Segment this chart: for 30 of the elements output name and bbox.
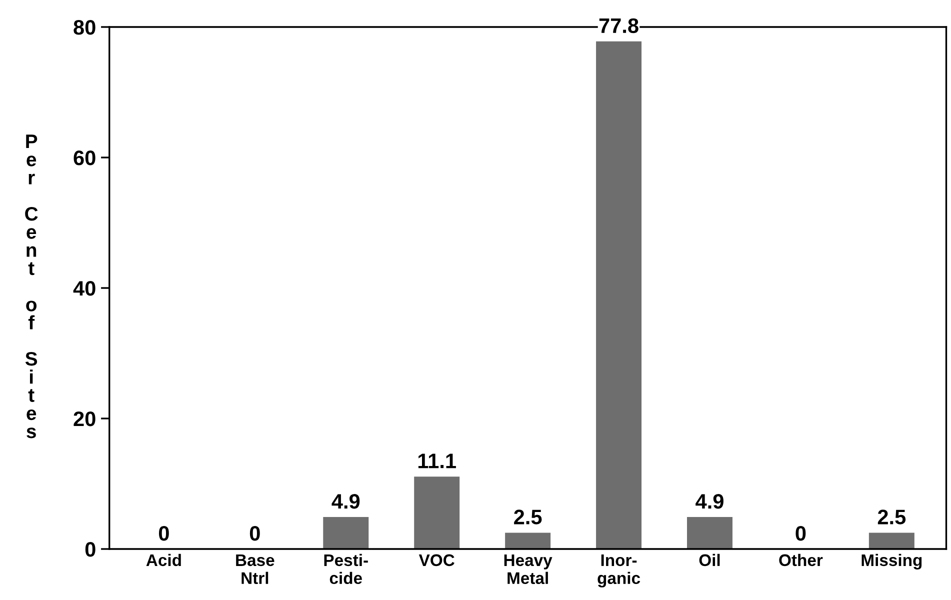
data-label: 77.8 — [599, 18, 638, 34]
x-tick-label: Inor- ganic — [598, 554, 640, 588]
data-label: 4.9 — [696, 494, 724, 509]
data-label: 2.5 — [514, 510, 542, 524]
bar — [505, 532, 551, 549]
y-tick-label: 0 — [85, 542, 96, 557]
x-tick-label: Base Ntrl — [236, 554, 274, 584]
data-label: 0 — [250, 526, 260, 541]
bar — [686, 517, 732, 549]
bar — [868, 532, 914, 549]
x-tick-label: Other — [779, 554, 823, 566]
y-tick-label: 40 — [73, 281, 96, 296]
data-label: 11.1 — [418, 454, 456, 468]
x-tick-label: Oil — [699, 554, 720, 566]
bar — [596, 41, 642, 549]
x-tick-label: VOC — [418, 554, 454, 566]
data-label: 4.9 — [332, 494, 360, 509]
y-tick-label: 20 — [74, 412, 96, 426]
x-tick-label: Missing — [862, 554, 922, 570]
x-tick-label: Pesti- cide — [324, 554, 368, 584]
text: Per Cent of Sites — [25, 134, 38, 438]
x-tick-label: Heavy Metal — [504, 554, 552, 584]
data-label: 0 — [158, 526, 169, 541]
x-tick-label: Acid — [146, 554, 181, 566]
bar — [414, 476, 460, 549]
y-tick-label: 60 — [74, 150, 96, 166]
data-label: 2.5 — [878, 510, 906, 524]
y-tick-label: 80 — [74, 20, 96, 35]
bar — [323, 517, 369, 549]
data-label: 0 — [796, 526, 806, 541]
